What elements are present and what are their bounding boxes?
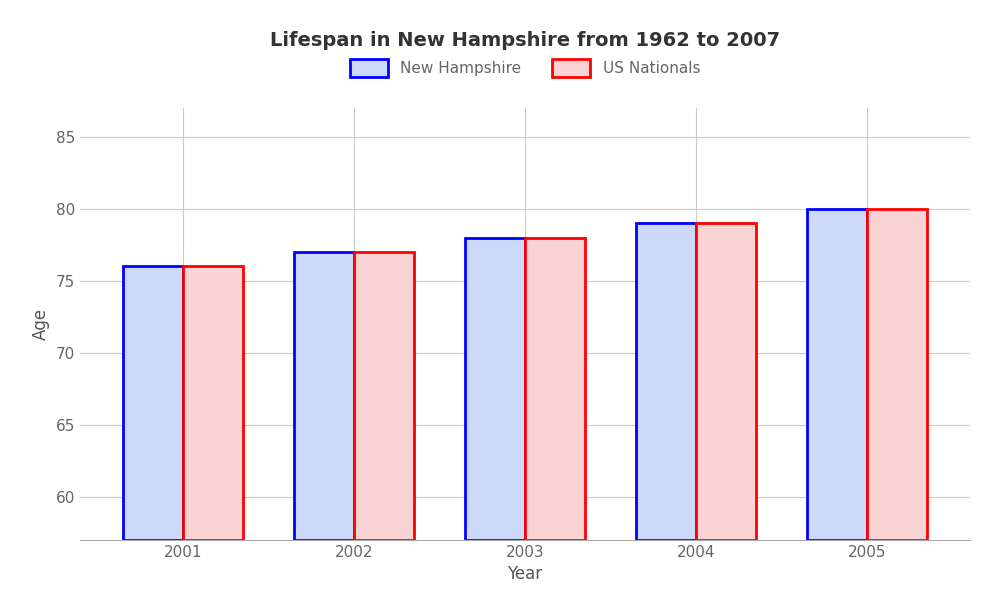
Y-axis label: Age: Age	[32, 308, 50, 340]
Bar	[525, 238, 585, 540]
X-axis label: Year: Year	[507, 565, 543, 583]
Bar	[807, 209, 867, 540]
Bar	[354, 252, 414, 540]
Bar	[867, 209, 927, 540]
Bar	[123, 266, 183, 540]
Bar	[636, 223, 696, 540]
Legend: New Hampshire, US Nationals: New Hampshire, US Nationals	[350, 59, 700, 77]
Bar	[294, 252, 354, 540]
Bar	[465, 238, 525, 540]
Bar	[696, 223, 756, 540]
Bar	[183, 266, 243, 540]
Title: Lifespan in New Hampshire from 1962 to 2007: Lifespan in New Hampshire from 1962 to 2…	[270, 31, 780, 50]
